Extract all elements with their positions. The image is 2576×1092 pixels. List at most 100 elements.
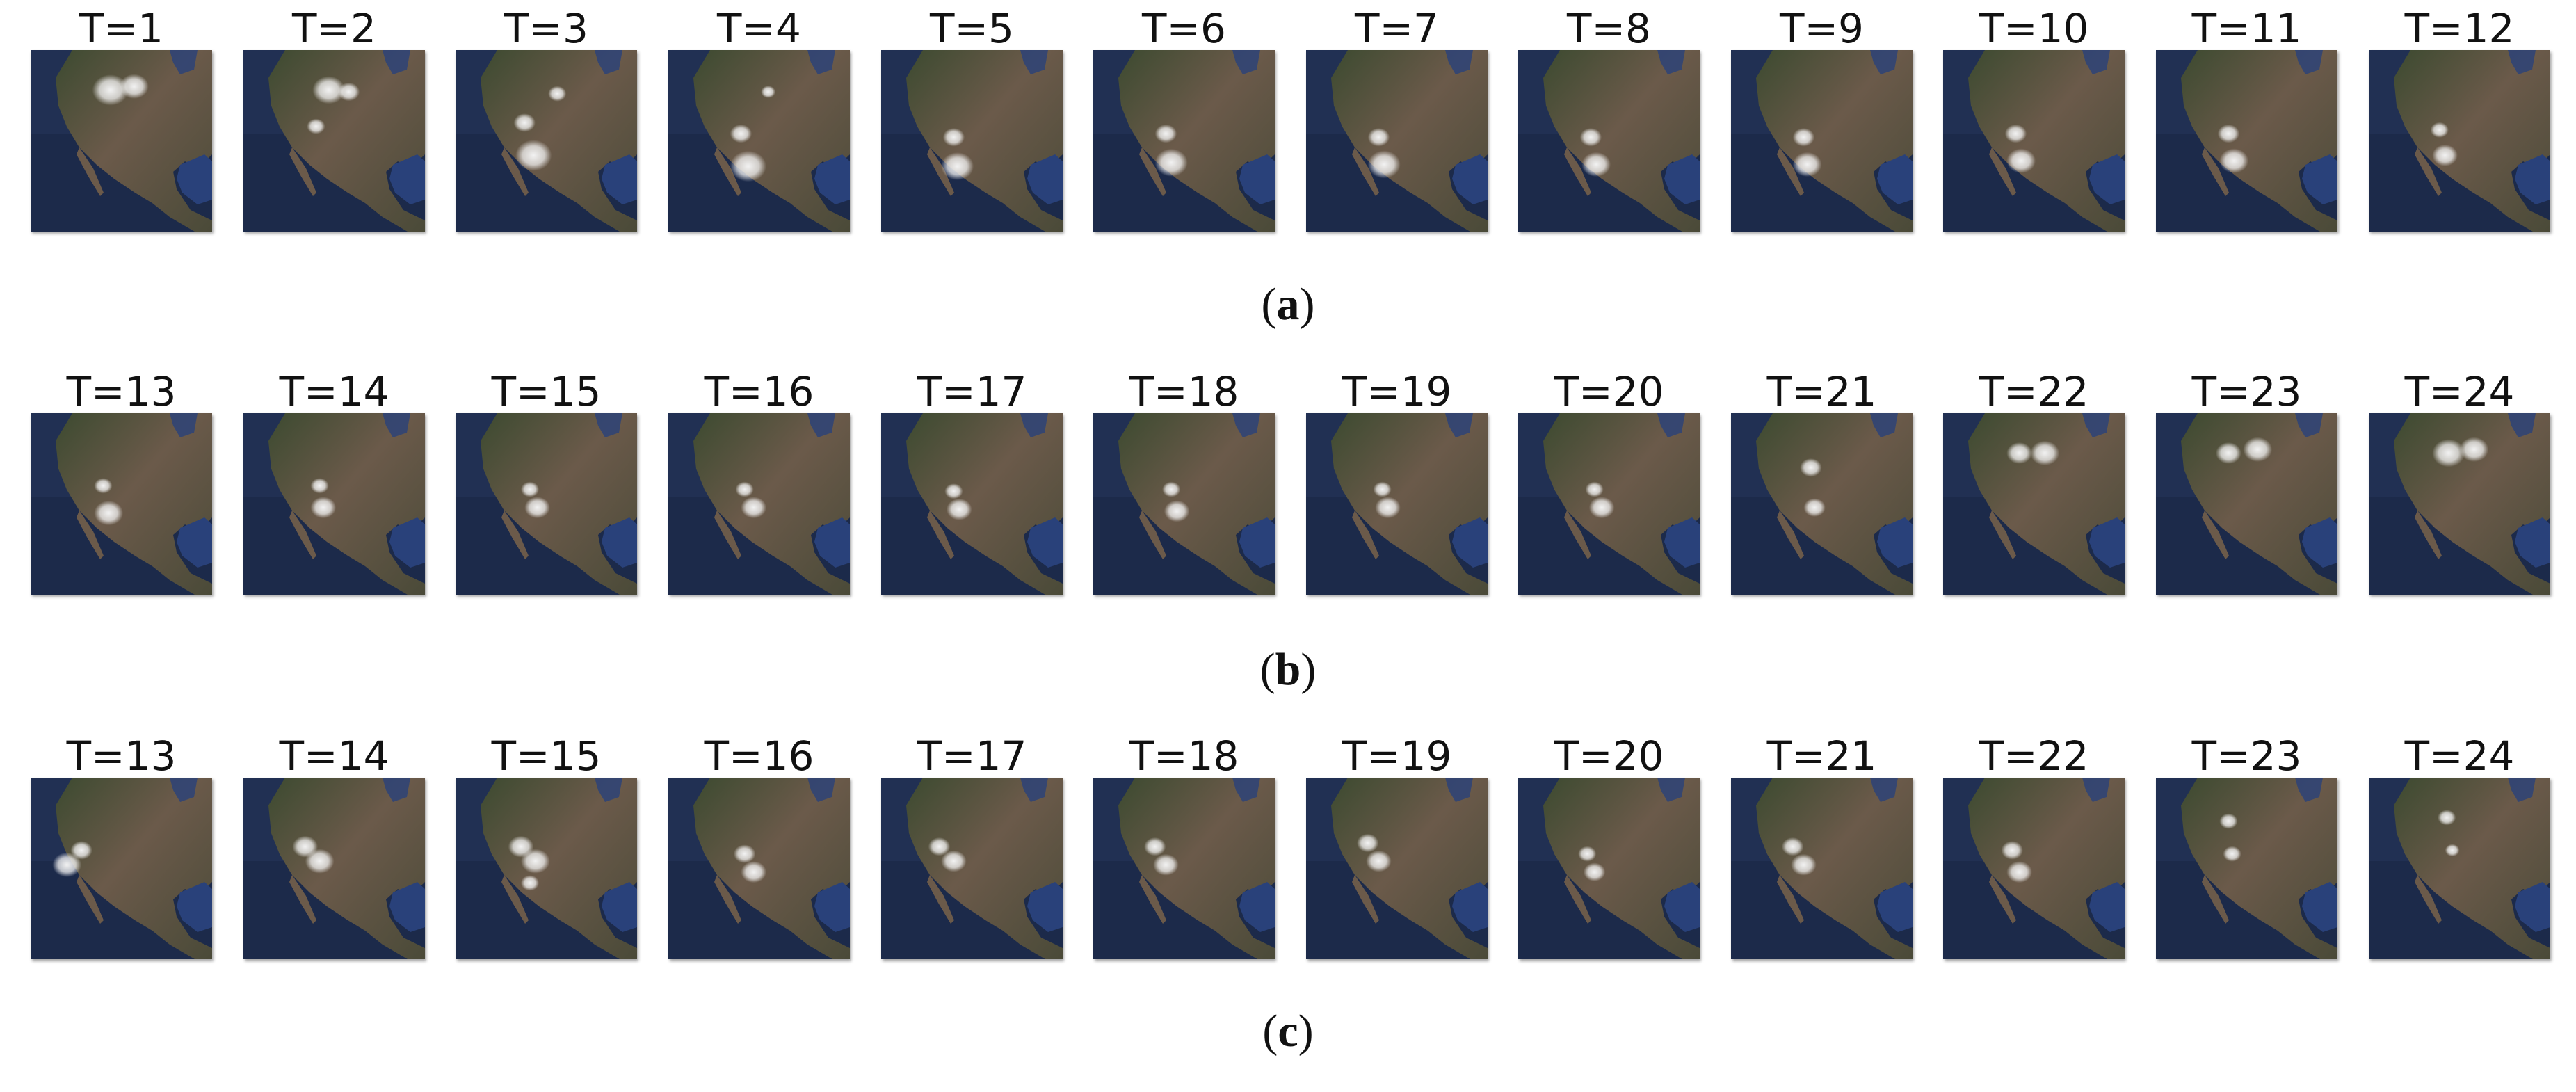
northern-bay [1232,50,1260,74]
gulf-of-mexico [1452,517,1488,568]
frame-time-label: T=2 [292,5,376,52]
baja-peninsula [1139,147,1166,196]
frame-image [1093,413,1275,595]
land-mass [268,413,425,595]
panel-row-a: T=1 T=2 T=3 T=4 T=5 T=6 T=7 T=8 T=9 T=10 T=11 T=12 [0,5,2576,232]
cloud-blob [1585,481,1604,497]
cloud-blob [94,500,124,526]
frame-time-label: T=22 [1979,368,2089,415]
northern-bay [595,413,622,437]
frame-image [2369,778,2550,959]
cloud-blob [1578,846,1597,862]
frame-time-label: T=6 [1142,5,1226,52]
gulf-of-mexico [1664,517,1700,568]
frame-time-label: T=11 [2191,5,2302,52]
gulf-of-mexico [602,882,637,932]
northern-bay [1020,50,1048,74]
frame-time-label: T=23 [2191,368,2302,415]
cloud-blob [1357,833,1379,853]
satellite-map [456,778,637,959]
land-mass [1118,50,1275,232]
frame-image [2369,413,2550,595]
baja-peninsula [2415,147,2442,196]
cloud-blob [1366,850,1392,872]
caption-paren-close: ) [1298,1006,1314,1057]
cloud-blob [1375,497,1401,519]
satellite-map [1306,50,1488,232]
frame-time-label: T=21 [1766,732,1877,780]
frame-image [1306,778,1488,959]
panel-row-c: T=13 T=14 T=15 T=16 T=17 T=18 T=19 T=20 T=21 T=22… [0,732,2576,959]
satellite-map [1518,413,1700,595]
panel-caption: (b) [0,643,2576,696]
land-mass [2181,50,2337,232]
gulf-of-mexico [2515,154,2550,204]
satellite-map [243,413,425,595]
baja-peninsula [289,147,316,196]
satellite-map [881,413,1063,595]
baja-peninsula [77,147,104,196]
land-mass [56,413,212,595]
northern-bay [595,778,622,802]
northern-bay [1657,778,1685,802]
frame-image [31,778,212,959]
panel-caption: (a) [0,278,2576,331]
land-mass [268,778,425,959]
frame-time-label: T=13 [66,368,177,415]
gulf-of-mexico [1452,882,1488,932]
caption-letter: c [1278,1006,1298,1057]
caption-paren-open: ( [1262,1006,1278,1057]
baja-peninsula [1777,875,1804,924]
frame-image [2156,778,2337,959]
frame-image [31,413,212,595]
cloud-blob [2216,442,2241,464]
satellite-map [668,413,850,595]
land-mass [268,50,425,232]
cloud-blob [52,852,82,877]
frame-time-label: T=12 [2404,5,2515,52]
northern-bay [1870,50,1898,74]
frame-image [456,413,637,595]
satellite-map [881,778,1063,959]
gulf-of-mexico [1027,154,1063,204]
cloud-blob [761,86,775,98]
cloud-blob [2001,841,2023,860]
land-mass [1968,50,2125,232]
land-mass [1756,778,1913,959]
cloud-blob [70,841,92,860]
northern-bay [1657,413,1685,437]
satellite-map [1943,778,2125,959]
panel-row-b: T=13 T=14 T=15 T=16 T=17 T=18 T=19 T=20 T=21 T=22… [0,368,2576,595]
northern-bay [2508,778,2536,802]
cloud-blob [312,76,346,104]
northern-bay [383,50,410,74]
frame-time-label: T=15 [491,732,602,780]
land-mass [906,778,1063,959]
panel-caption: (c) [0,1005,2576,1058]
northern-bay [383,778,410,802]
frame-time-label: T=17 [917,732,1027,780]
frame-time-label: T=16 [704,368,814,415]
gulf-of-mexico [2302,154,2337,204]
frame-image [1943,778,2125,959]
frame-time-label: T=13 [66,732,177,780]
frame-image [456,778,637,959]
frame-image [668,413,850,595]
land-mass [1543,778,1700,959]
cloud-blob [741,861,766,883]
cloud-blob [513,113,536,132]
gulf-of-mexico [1664,154,1700,204]
frame-time-label: T=24 [2404,368,2515,415]
cloud-blob [94,478,113,494]
cloud-blob [928,837,951,856]
cloud-blob [1153,853,1179,876]
northern-bay [1445,50,1473,74]
frame-time-label: T=17 [917,368,1027,415]
frame-time-label: T=10 [1979,5,2089,52]
northern-bay [807,413,835,437]
gulf-of-mexico [1239,882,1275,932]
northern-bay [2508,413,2536,437]
satellite-map [668,50,850,232]
gulf-of-mexico [1664,882,1700,932]
cloud-blob [1579,128,1602,147]
